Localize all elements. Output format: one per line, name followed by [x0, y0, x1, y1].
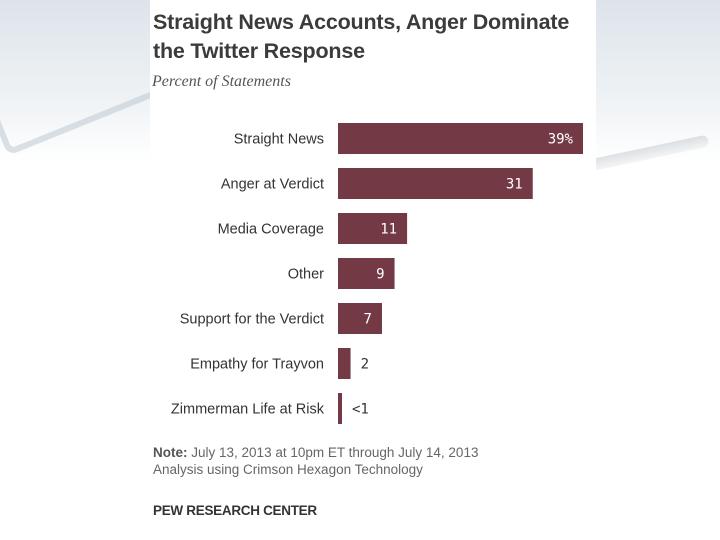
bar: [338, 393, 342, 424]
category-label: Other: [288, 267, 324, 283]
note-line-2: Analysis using Crimson Hexagon Technolog…: [153, 462, 423, 477]
source-credit: PEW RESEARCH CENTER: [153, 503, 317, 518]
category-label: Straight News: [234, 132, 324, 148]
category-label: Anger at Verdict: [221, 177, 324, 193]
value-label: 7: [364, 312, 372, 328]
value-label: 11: [380, 222, 397, 238]
bar: [338, 303, 382, 334]
value-label: 39%: [548, 132, 574, 148]
bar: [338, 258, 395, 289]
value-label: 31: [506, 177, 523, 193]
note-label: Note:: [153, 445, 188, 460]
bar: [338, 213, 408, 244]
value-label: 2: [361, 357, 369, 373]
category-label: Media Coverage: [218, 222, 324, 238]
category-label: Empathy for Trayvon: [190, 357, 324, 373]
category-label: Zimmerman Life at Risk: [171, 402, 325, 418]
value-label: 9: [376, 267, 384, 283]
chart-subtitle: Percent of Statements: [152, 73, 291, 90]
value-label: <1: [352, 402, 369, 418]
chart-note: Note: July 13, 2013 at 10pm ET through J…: [153, 444, 478, 478]
bar-chart: Straight News 39% Anger at Verdict 31 Media …: [171, 123, 583, 424]
chart-panel: Straight News Accounts, Anger Dominate t…: [150, 0, 596, 540]
bar: [338, 168, 533, 199]
bar: [338, 123, 583, 154]
category-label: Support for the Verdict: [180, 312, 324, 328]
note-line-1: July 13, 2013 at 10pm ET through July 14…: [191, 445, 479, 460]
bar: [338, 348, 351, 379]
chart-title: Straight News Accounts, Anger Dominate t…: [153, 10, 570, 63]
